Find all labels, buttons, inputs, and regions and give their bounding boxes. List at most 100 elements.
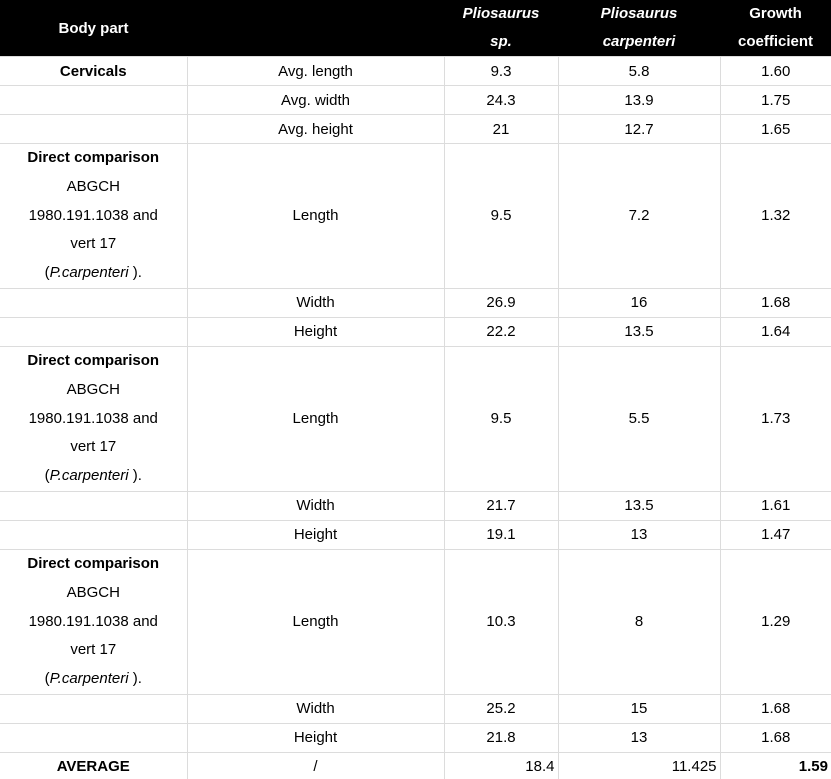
block-label-species-line: (P.carpenteri ). [0,462,186,490]
cell-pliosaurus-carpenteri-value: 13.5 [557,316,721,347]
header-pliosaurus-carpenteri: Pliosaurus carpenteri [558,0,720,57]
species-name: P.carpenteri [49,670,129,688]
table-row-comparison2-length: Direct comparison ABGCH 1980.191.1038 an… [0,345,831,492]
table-row-cervicals-length: Cervicals Avg. length 9.3 5.8 1.60 [0,56,831,86]
table-row-comparison1-width: Width 26.9 16 1.68 [0,287,831,318]
block-label-line1: Direct comparison [27,149,160,166]
cell-pliosaurus-sp-value: 24.3 [443,85,559,115]
cell-pliosaurus-carpenteri-value: 16 [557,287,721,318]
block-label-species-line: (P.carpenteri ). [0,665,186,693]
cell-pliosaurus-carpenteri-value: 13 [557,519,721,550]
cell-pliosaurus-sp-value: 19.1 [443,519,559,550]
block-label-line4: vert 17 [70,641,117,659]
cell-measure: Width [186,490,445,521]
cell-measure: Width [186,287,445,318]
cell-pliosaurus-sp-value: 21 [443,114,559,144]
table-row-comparison3-length: Direct comparison ABGCH 1980.191.1038 an… [0,548,831,695]
table-row-comparison2-height: Height 19.1 13 1.47 [0,519,831,550]
cell-pliosaurus-sp-value: 25.2 [443,693,559,724]
cell-pliosaurus-sp-value: 9.5 [443,345,559,492]
block-label-line3: 1980.191.1038 and [28,206,158,224]
species-name: P.carpenteri [49,264,129,282]
table-row-comparison3-width: Width 25.2 15 1.68 [0,693,831,724]
cell-body-part: Cervicals [0,56,188,86]
species-suffix: ). [128,264,142,282]
species-suffix: ). [128,670,142,688]
block-label-species-line: (P.carpenteri ). [0,259,186,287]
cell-body-part-block-label: Direct comparison ABGCH 1980.191.1038 an… [0,143,188,289]
block-label-line2: ABGCH [66,177,120,195]
header-spacer [187,0,444,57]
cell-pliosaurus-carpenteri-value: 15 [557,693,721,724]
cell-measure: Avg. length [186,56,445,86]
table-row-comparison1-length: Direct comparison ABGCH 1980.191.1038 an… [0,143,831,289]
cell-measure: Length [186,345,445,492]
cell-body-part [0,693,188,724]
cell-growth-value: 1.68 [719,693,831,724]
cell-pliosaurus-sp-value: 9.3 [443,56,559,86]
cell-growth-value: 1.68 [719,722,831,753]
cell-pliosaurus-sp-value: 18.4 [443,751,559,779]
cell-body-part [0,287,188,318]
table-row-cervicals-width: Avg. width 24.3 13.9 1.75 [0,85,831,115]
cell-pliosaurus-carpenteri-value: 5.8 [557,56,721,86]
table-row-comparison1-height: Height 22.2 13.5 1.64 [0,316,831,347]
cell-growth-value: 1.47 [719,519,831,550]
cell-pliosaurus-carpenteri-value: 13.9 [557,85,721,115]
table-row-cervicals-height: Avg. height 21 12.7 1.65 [0,114,831,144]
cell-body-part: AVERAGE [0,751,188,779]
cell-growth-value: 1.61 [719,490,831,521]
cell-growth-value: 1.64 [719,316,831,347]
cell-pliosaurus-sp-value: 21.7 [443,490,559,521]
cell-pliosaurus-carpenteri-value: 13.5 [557,490,721,521]
cell-pliosaurus-sp-value: 10.3 [443,548,559,695]
cell-pliosaurus-carpenteri-value: 12.7 [557,114,721,144]
cell-body-part [0,114,188,144]
species-prefix: ( [44,264,50,282]
block-label-line3: 1980.191.1038 and [28,409,158,427]
cell-body-part [0,316,188,347]
cell-body-part [0,519,188,550]
cell-pliosaurus-carpenteri-value: 11.425 [557,751,721,779]
block-label-line3: 1980.191.1038 and [28,612,158,630]
header-body-part: Body part [0,0,187,57]
cell-pliosaurus-sp-value: 26.9 [443,287,559,318]
cell-growth-value: 1.32 [719,143,831,289]
header-row: Body part Pliosaurus sp. Pliosaurus carp… [0,0,831,57]
cell-pliosaurus-carpenteri-value: 8 [557,548,721,695]
header-growth-line2: coefficient [737,33,813,50]
header-pliosaurus-carpenteri-line2: carpenteri [602,33,676,50]
cell-body-part [0,85,188,115]
cell-body-part [0,722,188,753]
header-growth-coefficient: Growth coefficient [720,0,831,57]
header-pliosaurus-sp-line1: Pliosaurus [462,5,540,22]
cell-pliosaurus-sp-value: 9.5 [443,143,559,289]
cell-pliosaurus-carpenteri-value: 7.2 [557,143,721,289]
table-header: Body part Pliosaurus sp. Pliosaurus carp… [0,0,831,57]
cell-body-part [0,490,188,521]
cell-pliosaurus-carpenteri-value: 5.5 [557,345,721,492]
cell-growth-value: 1.59 [719,751,831,779]
table-row-average: AVERAGE / 18.4 11.425 1.59 [0,751,831,779]
species-prefix: ( [44,467,50,485]
species-name: P.carpenteri [49,467,129,485]
cell-growth-value: 1.65 [719,114,831,144]
table-row-comparison2-width: Width 21.7 13.5 1.61 [0,490,831,521]
cell-pliosaurus-sp-value: 21.8 [443,722,559,753]
cell-growth-value: 1.75 [719,85,831,115]
cell-measure: Height [186,316,445,347]
cell-measure: Width [186,693,445,724]
species-prefix: ( [44,670,50,688]
cell-growth-value: 1.68 [719,287,831,318]
table-body: Cervicals Avg. length 9.3 5.8 1.60 Avg. … [0,56,831,779]
cell-growth-value: 1.73 [719,345,831,492]
species-suffix: ). [128,467,142,485]
cell-growth-value: 1.29 [719,548,831,695]
table-row-comparison3-height: Height 21.8 13 1.68 [0,722,831,753]
block-label-line2: ABGCH [66,380,120,398]
cell-measure: Avg. width [186,85,445,115]
block-label-line4: vert 17 [70,438,117,456]
cell-pliosaurus-carpenteri-value: 13 [557,722,721,753]
